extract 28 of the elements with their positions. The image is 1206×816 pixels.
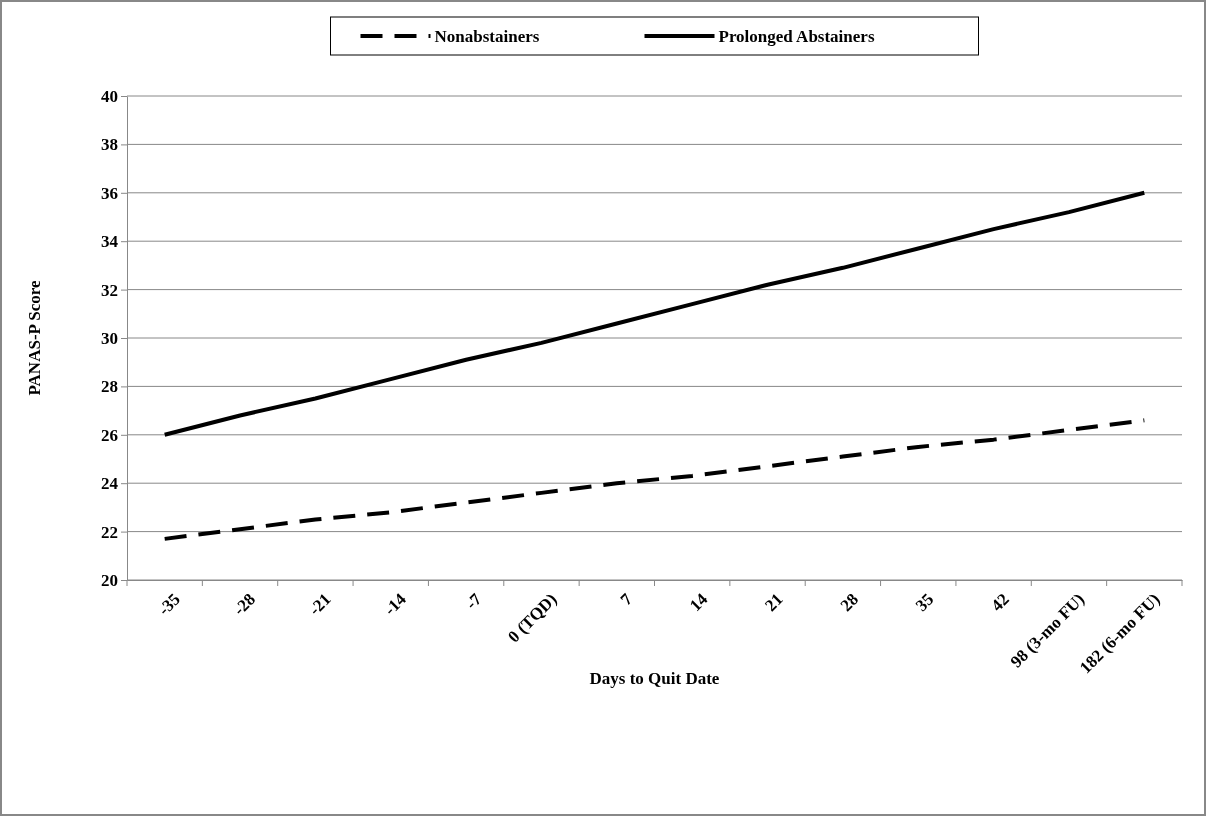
y-tick-label: 32 [101,280,118,300]
y-tick-label: 26 [101,425,118,445]
x-tick-label: 42 [987,589,1013,616]
y-axis-title: PANAS-P Score [25,280,44,396]
x-tick-label: -21 [305,589,335,620]
x-tick-label: 35 [911,589,938,616]
x-tick-label: 21 [761,589,787,616]
legend-label: Prolonged Abstainers [718,27,875,46]
y-tick-label: 20 [101,570,118,590]
x-tick-label: -35 [154,589,184,620]
x-tick-label: 28 [836,589,863,616]
x-tick-label: -7 [461,589,486,614]
line-series [162,190,1147,437]
y-tick-label: 36 [101,183,118,203]
x-tick-label: -28 [229,589,260,620]
y-tick-label: 34 [101,232,119,252]
x-tick-label: 7 [616,589,637,610]
y-tick-label: 40 [101,86,118,106]
line-series [162,418,1147,541]
y-tick-label: 30 [101,328,118,348]
y-tick-label: 22 [101,522,118,542]
x-tick-label: 14 [685,589,712,616]
y-tick-label: 28 [101,377,118,397]
y-tick-label: 38 [101,135,118,155]
y-tick-label: 24 [101,474,119,494]
legend-label: Nonabstainers [434,27,540,46]
x-axis-title: Days to Quit Date [589,669,720,688]
x-tick-label: -14 [380,589,411,620]
